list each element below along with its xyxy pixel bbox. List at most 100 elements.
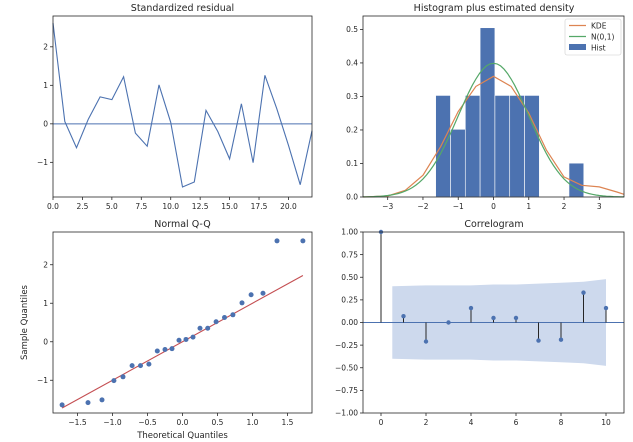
correlogram-y-tick-label: −0.50 <box>335 363 358 372</box>
residual-series-line <box>52 22 313 188</box>
legend-normal-label: N(0,1) <box>591 33 614 42</box>
qq-point <box>213 319 219 325</box>
qq-point <box>248 292 254 298</box>
qq-frame <box>52 231 313 414</box>
correlogram-y-tick-label: −0.25 <box>335 341 358 350</box>
histogram-bar <box>479 27 496 198</box>
qq-point <box>120 374 126 380</box>
qq-reference-line <box>61 275 304 409</box>
histogram-y-tick-label: 0.1 <box>346 159 358 168</box>
histogram-title: Histogram plus estimated density <box>414 3 575 14</box>
correlogram-x-tick-label: 2 <box>424 418 429 427</box>
qq-x-tick-label: 1.0 <box>247 418 259 427</box>
histogram-x-tick-label: 0 <box>491 202 496 211</box>
qq-y-axis-label: Sample Quantiles <box>20 284 30 360</box>
correlogram-title: Correlogram <box>464 219 523 230</box>
correlogram-y-tick-label: 0.25 <box>341 296 358 305</box>
histogram-x-tick-label: −1 <box>453 202 464 211</box>
histogram-y-tick-label: 0.2 <box>346 126 358 135</box>
histogram-y-tick-label: 0.0 <box>346 193 358 202</box>
qq-x-tick-label: 1.5 <box>282 418 294 427</box>
histogram-panel: Histogram plus estimated density −3 −2 −1 0… <box>346 3 625 211</box>
qq-x-tick-label: 0.0 <box>177 418 189 427</box>
correlogram-y-tick-label: −0.75 <box>335 386 358 395</box>
residual-panel: Standardized residual 0.0 2.5 5.0 7.5 10.0 12… <box>37 3 313 211</box>
histogram-x-tick-label: 3 <box>597 202 602 211</box>
residual-x-tick-label: 17.5 <box>251 202 268 211</box>
acf-marker <box>491 315 496 321</box>
acf-marker <box>558 337 564 342</box>
qq-point <box>230 312 236 318</box>
qq-point <box>162 346 168 352</box>
histogram-x-tick-label: −2 <box>417 202 428 211</box>
acf-marker <box>581 290 586 295</box>
residual-x-tick-label: 7.5 <box>135 202 147 211</box>
histogram-y-tick-label: 0.4 <box>346 59 358 68</box>
qq-point <box>183 336 189 342</box>
correlogram-y-tick-label: 0.00 <box>341 318 358 327</box>
qq-point <box>176 337 182 343</box>
qq-point <box>190 334 196 340</box>
residual-title: Standardized residual <box>131 3 234 14</box>
residual-y-tick-label: 1 <box>43 81 48 90</box>
legend-hist-swatch <box>569 44 586 50</box>
qq-x-tick-label: −0.5 <box>138 418 156 427</box>
qq-y-tick-label: −1 <box>37 376 48 385</box>
acf-marker <box>468 305 474 311</box>
correlogram-panel: Correlogram 0 2 4 6 8 10 1.00 0.75 0.50 0.25 0.00 −… <box>335 219 625 427</box>
qq-point <box>274 238 280 244</box>
normal-density-curve <box>362 62 625 198</box>
correlogram-x-tick-label: 4 <box>469 418 474 427</box>
residual-x-tick-label: 12.5 <box>192 202 209 211</box>
qq-point <box>169 346 175 352</box>
qq-x-tick-label: −1.0 <box>103 418 121 427</box>
qq-point <box>239 300 245 306</box>
residual-y-tick-label: −1 <box>37 158 48 167</box>
acf-marker <box>603 305 609 311</box>
correlogram-x-tick-label: 0 <box>379 418 384 427</box>
correlogram-x-tick-label: 10 <box>601 418 611 427</box>
qq-point <box>59 402 65 408</box>
qq-point <box>222 314 227 320</box>
residual-x-tick-label: 15.0 <box>221 202 238 211</box>
legend-kde-label: KDE <box>591 22 607 31</box>
histogram-bar <box>509 95 525 198</box>
qq-point <box>129 363 135 369</box>
histogram-legend: KDE N(0,1) Hist <box>564 18 622 56</box>
qq-y-tick-label: 1 <box>43 299 48 308</box>
qq-point <box>205 325 211 331</box>
legend-hist-label: Hist <box>591 44 606 53</box>
histogram-bar <box>435 95 451 198</box>
correlogram-x-tick-label: 8 <box>559 418 564 427</box>
residual-y-tick-label: 0 <box>43 120 48 129</box>
qq-point <box>85 400 91 406</box>
qq-point <box>99 397 105 403</box>
histogram-x-tick-label: −3 <box>382 202 393 211</box>
correlogram-x-tick-label: 6 <box>514 418 519 427</box>
acf-marker <box>446 320 451 325</box>
qq-x-tick-label: 0.5 <box>212 418 224 427</box>
qq-point <box>138 363 143 369</box>
qq-point <box>300 238 306 244</box>
histogram-x-tick-label: 1 <box>526 202 531 211</box>
qq-point <box>197 325 203 331</box>
histogram-y-tick-label: 0.5 <box>346 25 358 34</box>
residual-x-tick-label: 10.0 <box>162 202 179 211</box>
qq-panel: Normal Q-Q −1.5 −1.0 −0.5 0.0 0.5 1.0 1.5 2 1 0 −1… <box>20 219 313 441</box>
qq-point <box>146 361 152 367</box>
acf-marker <box>536 338 541 343</box>
qq-point <box>260 290 266 296</box>
kde-curve <box>362 75 625 198</box>
correlogram-y-tick-label: 1.00 <box>341 228 358 237</box>
residual-x-tick-label: 0.0 <box>47 202 59 211</box>
acf-marker <box>401 313 406 319</box>
histogram-bar <box>464 95 481 198</box>
residual-y-tick-label: 2 <box>43 43 48 52</box>
qq-y-tick-label: 0 <box>43 337 48 346</box>
qq-x-tick-label: −1.5 <box>68 418 86 427</box>
histogram-bar <box>494 95 511 198</box>
histogram-x-tick-label: 2 <box>562 202 567 211</box>
qq-point <box>154 348 160 354</box>
residual-x-tick-label: 20.0 <box>280 202 297 211</box>
